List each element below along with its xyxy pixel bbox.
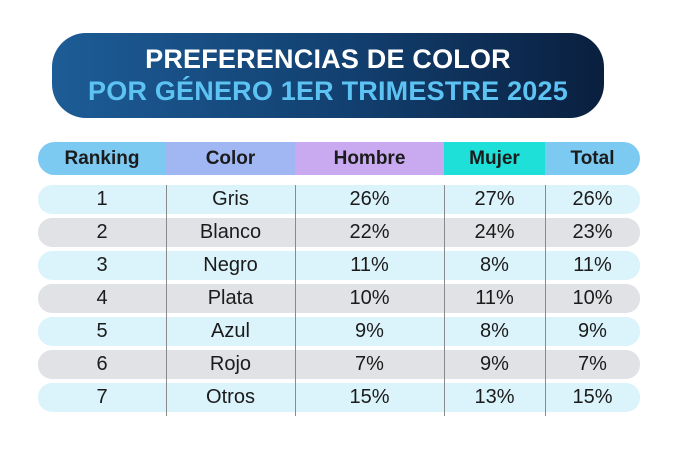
table-row: 2 Blanco 22% 24% 23% [38, 218, 640, 247]
cell-ranking: 7 [96, 386, 108, 408]
cell-mujer: 9% [480, 353, 509, 375]
table-header: Ranking Color Hombre Mujer Total [38, 142, 640, 175]
cell-ranking: 1 [96, 188, 108, 210]
cell-hombre: 7% [355, 353, 384, 375]
title-line-1: PREFERENCIAS DE COLOR [145, 44, 511, 74]
cell-total: 23% [572, 221, 613, 243]
table-row: 7 Otros 15% 13% 15% [38, 383, 640, 412]
cell-color: Gris [212, 188, 249, 210]
table-row: 5 Azul 9% 8% 9% [38, 317, 640, 346]
column-divider [545, 185, 546, 416]
cell-color: Otros [206, 386, 255, 408]
cell-total: 7% [578, 353, 607, 375]
column-divider [444, 185, 445, 416]
cell-ranking: 5 [96, 320, 108, 342]
cell-total: 10% [572, 287, 613, 309]
cell-hombre: 15% [349, 386, 390, 408]
header-total: Total [545, 142, 640, 175]
cell-color: Blanco [199, 221, 262, 243]
cell-hombre: 11% [350, 254, 389, 276]
header-color: Color [166, 142, 295, 175]
cell-total: 9% [578, 320, 607, 342]
table-row: 4 Plata 10% 11% 10% [38, 284, 640, 313]
cell-ranking: 3 [96, 254, 108, 276]
header-mujer: Mujer [444, 142, 545, 175]
cell-total: 15% [572, 386, 613, 408]
cell-ranking: 4 [96, 287, 108, 309]
cell-mujer: 13% [474, 386, 515, 408]
column-divider [295, 185, 296, 416]
cell-mujer: 8% [480, 320, 509, 342]
cell-hombre: 9% [355, 320, 384, 342]
cell-mujer: 24% [474, 221, 515, 243]
cell-mujer: 8% [480, 254, 509, 276]
cell-mujer: 27% [474, 188, 515, 210]
table-row: 6 Rojo 7% 9% 7% [38, 350, 640, 379]
cell-ranking: 2 [96, 221, 108, 243]
cell-color: Azul [211, 320, 250, 342]
cell-total: 26% [572, 188, 613, 210]
table-row: 1 Gris 26% 27% 26% [38, 185, 640, 214]
cell-hombre: 26% [349, 188, 390, 210]
title-banner: PREFERENCIAS DE COLOR POR GÉNERO 1ER TRI… [52, 33, 604, 118]
cell-ranking: 6 [96, 353, 108, 375]
cell-mujer: 11% [475, 287, 514, 309]
cell-hombre: 22% [349, 221, 390, 243]
cell-hombre: 10% [349, 287, 390, 309]
data-table: 1 Gris 26% 27% 26% 2 Blanco 22% 24% 23% 3 Negro 11% 8… [38, 185, 640, 416]
cell-total: 11% [573, 254, 612, 276]
cell-color: Rojo [209, 353, 252, 375]
header-hombre: Hombre [295, 142, 444, 175]
column-divider [166, 185, 167, 416]
title-line-2: POR GÉNERO 1ER TRIMESTRE 2025 [88, 76, 568, 106]
table-row: 3 Negro 11% 8% 11% [38, 251, 640, 280]
cell-color: Plata [207, 287, 254, 309]
header-ranking: Ranking [38, 142, 166, 175]
cell-color: Negro [203, 254, 258, 276]
